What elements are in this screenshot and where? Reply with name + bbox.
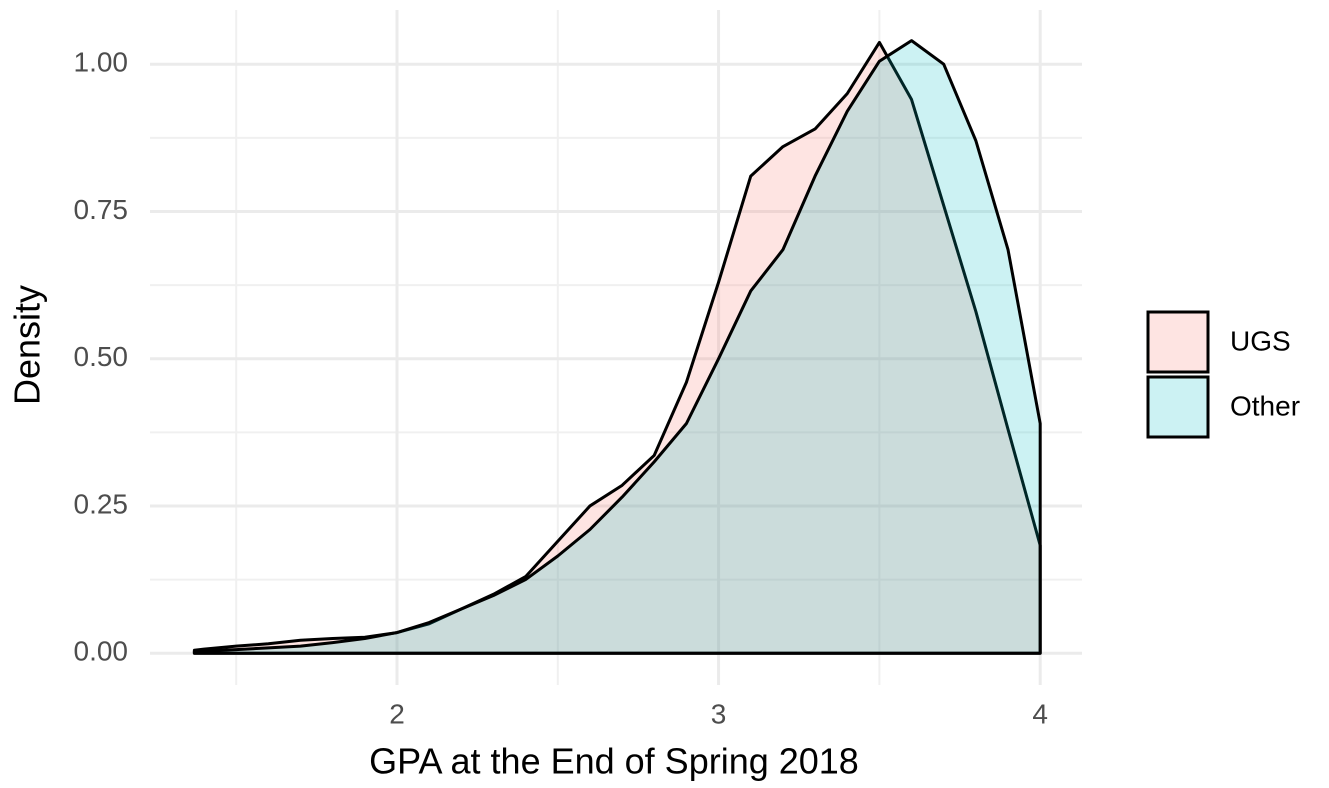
legend-label: Other: [1230, 390, 1300, 421]
y-tick-label: 0.50: [74, 341, 129, 372]
y-tick-label: 0.75: [74, 194, 129, 225]
x-tick-label: 3: [711, 698, 727, 729]
legend-key: [1146, 310, 1210, 374]
density-area: [192, 39, 1042, 655]
density-area: [192, 40, 1042, 655]
y-tick-label: 1.00: [74, 47, 129, 78]
y-axis-title: Density: [7, 285, 48, 405]
legend-label: UGS: [1230, 325, 1291, 356]
x-tick-label: 2: [389, 698, 405, 729]
x-axis-title: GPA at the End of Spring 2018: [369, 741, 859, 782]
legend-key: [1146, 375, 1210, 439]
x-tick-label: 4: [1032, 698, 1048, 729]
y-tick-label: 0.00: [74, 636, 129, 667]
y-tick-label: 0.25: [74, 488, 129, 519]
